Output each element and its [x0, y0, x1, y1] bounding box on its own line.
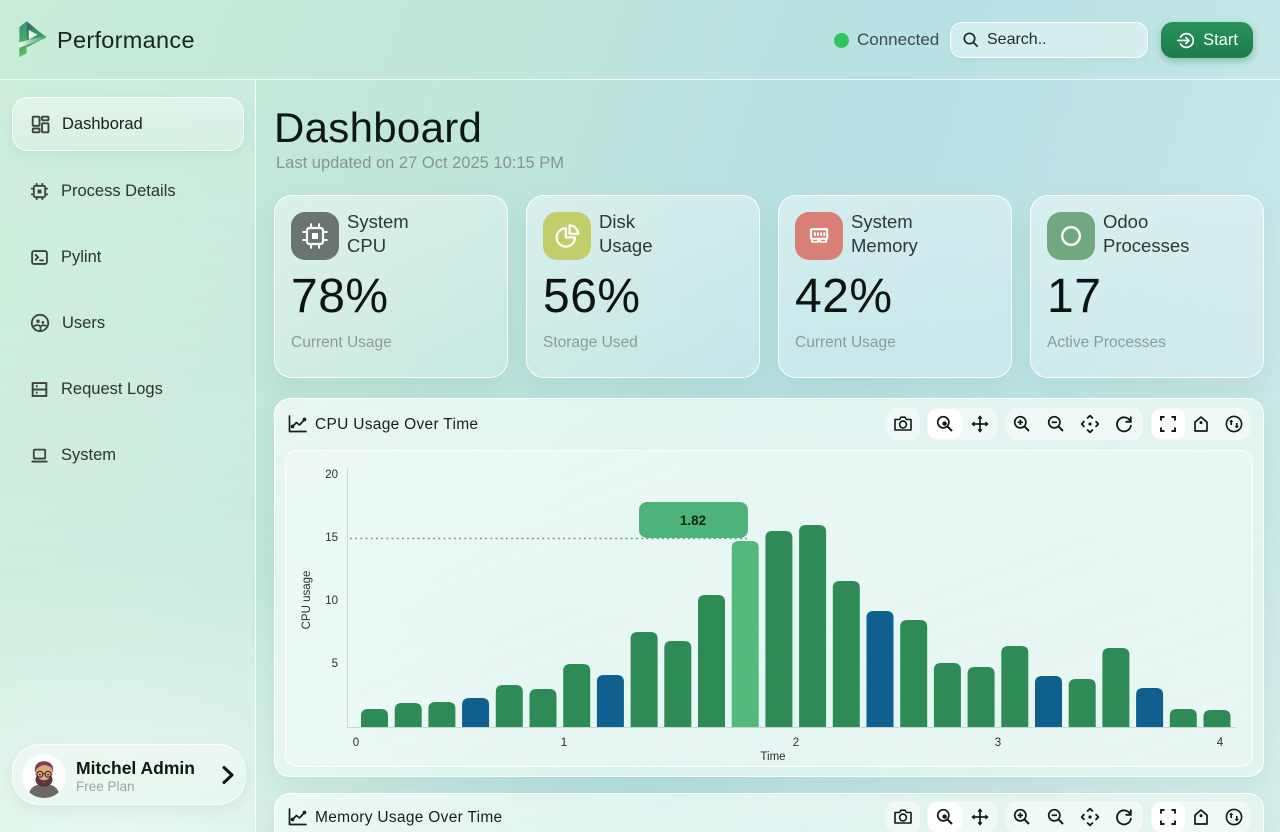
svg-text:CPU usage: CPU usage — [301, 571, 313, 630]
svg-text:1: 1 — [561, 737, 567, 749]
svg-text:5: 5 — [332, 658, 338, 670]
svg-text:Time: Time — [760, 751, 785, 763]
svg-text:1.82: 1.82 — [680, 513, 706, 528]
svg-text:15: 15 — [325, 532, 338, 544]
svg-text:2: 2 — [793, 737, 799, 749]
svg-text:20: 20 — [325, 469, 338, 481]
svg-text:0: 0 — [353, 737, 359, 749]
svg-text:4: 4 — [1217, 737, 1224, 749]
svg-text:3: 3 — [995, 737, 1001, 749]
svg-text:10: 10 — [325, 595, 338, 607]
